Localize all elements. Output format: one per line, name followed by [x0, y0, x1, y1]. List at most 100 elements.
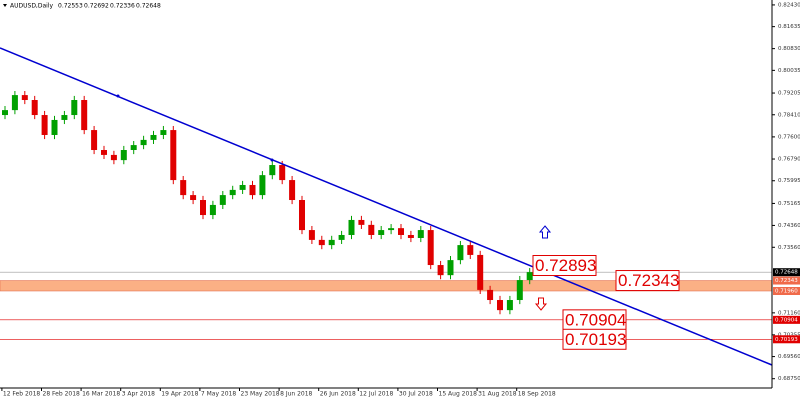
candle-body — [2, 110, 8, 116]
candle-body — [71, 100, 78, 116]
y-tick-label: 0.79205 — [778, 91, 800, 97]
candle-body — [398, 228, 404, 235]
header-value: 0.72648 — [136, 3, 161, 10]
candle-body — [388, 228, 395, 231]
candle-body — [447, 260, 454, 276]
x-tick-label: 12 Jul 2018 — [359, 391, 393, 398]
candle-body — [487, 289, 494, 301]
y-tick-label: 0.71160 — [778, 310, 800, 316]
candle-body — [229, 189, 236, 196]
candle-body — [407, 234, 414, 238]
x-tick-label: 16 Mar 2018 — [82, 391, 120, 398]
candle-body — [417, 230, 424, 238]
candle-body — [91, 130, 98, 151]
x-tick-label: 19 Apr 2018 — [161, 391, 198, 398]
x-tick-label: 7 May 2018 — [201, 391, 236, 398]
candle-body — [61, 115, 68, 120]
candle-body — [368, 224, 375, 235]
y-tick-label: 0.68750 — [778, 376, 800, 382]
x-tick-label: 30 Jul 2018 — [399, 391, 433, 398]
x-tick-label: 3 Apr 2018 — [122, 391, 155, 398]
candle-body — [11, 95, 18, 111]
x-tick-label: 28 Feb 2018 — [43, 391, 81, 398]
annotation-label: 0.72893 — [535, 256, 596, 275]
candle-body — [190, 195, 197, 201]
annotation-box — [615, 270, 680, 292]
candle-body — [299, 200, 305, 231]
price-tag-label: 0.72648 — [775, 270, 798, 276]
candle-body — [497, 300, 503, 311]
candle-body — [150, 134, 157, 140]
candle-body — [259, 175, 266, 196]
price-tag-label: 0.70193 — [775, 337, 798, 343]
candle-body — [378, 230, 385, 235]
annotation-box — [532, 255, 597, 277]
down-arrow — [534, 297, 548, 311]
candle-body — [516, 280, 523, 301]
x-tick-label: 18 Sep 2018 — [518, 391, 556, 398]
header-value: 0.72692 — [84, 3, 109, 10]
candle-body — [160, 130, 167, 135]
trend-line — [0, 47, 773, 366]
price-tag — [773, 268, 800, 277]
candle-body — [457, 245, 464, 261]
candle-body — [101, 150, 107, 155]
y-tick-label: 0.73560 — [778, 245, 800, 251]
chart-title: AUDUSD,Daily — [10, 3, 53, 10]
candle-body — [467, 245, 474, 255]
candle-body — [328, 239, 335, 246]
annotation-label: 0.72343 — [618, 271, 679, 290]
candle-body — [31, 100, 38, 116]
trend-anchor — [270, 158, 274, 162]
x-tick-label: 31 Aug 2018 — [478, 391, 517, 398]
candle-body — [358, 219, 365, 225]
candle-body — [279, 165, 286, 181]
x-tick-label: 26 Jun 2018 — [320, 391, 356, 398]
y-tick-label: 0.75165 — [778, 201, 800, 207]
overlay-layer: 0.726480.723430.719600.709040.701930.728… — [532, 255, 800, 350]
up-arrow — [538, 225, 552, 239]
price-tag — [773, 287, 800, 295]
candle-body — [120, 150, 127, 161]
annotation-label: 0.70193 — [565, 330, 626, 349]
candle-body — [338, 234, 345, 240]
candle-body — [200, 200, 206, 216]
candle-body — [249, 184, 256, 196]
candle-body — [219, 195, 226, 205]
header-value: 0.72336 — [110, 3, 135, 10]
candle-body — [180, 180, 187, 196]
header-value: 0.72553 — [58, 3, 83, 10]
y-tick-label: 0.76790 — [778, 157, 800, 163]
price-tag — [773, 335, 800, 344]
candle-body — [269, 165, 276, 176]
candle-body — [437, 265, 444, 276]
y-tick-label: 0.75995 — [778, 178, 800, 184]
candle-body — [21, 95, 28, 101]
y-tick-label: 0.69560 — [778, 354, 800, 360]
candle-body — [41, 115, 48, 135]
trend-anchor — [116, 94, 120, 98]
candle-body — [318, 239, 325, 246]
y-tick-label: 0.77600 — [778, 134, 800, 140]
price-tag-label: 0.72343 — [775, 278, 798, 284]
candle-body — [239, 184, 246, 190]
y-tick-label: 0.81635 — [778, 24, 800, 30]
y-tick-label: 0.80830 — [778, 46, 800, 52]
candle-body — [308, 230, 315, 240]
x-tick-label: 15 Aug 2018 — [439, 391, 478, 398]
y-tick-label: 0.74360 — [778, 223, 800, 229]
y-tick-label: 0.80035 — [778, 68, 800, 74]
candle-body — [130, 145, 137, 151]
candle-body — [289, 180, 296, 201]
candle-body — [427, 230, 434, 266]
price-tag — [773, 276, 800, 285]
candle-body — [110, 154, 117, 161]
candle-body — [506, 300, 513, 311]
candle-body — [140, 139, 147, 146]
candle-body — [170, 130, 177, 181]
candle-body — [477, 254, 484, 290]
price-tag-label: 0.70904 — [775, 317, 798, 323]
price-tag — [773, 315, 800, 324]
